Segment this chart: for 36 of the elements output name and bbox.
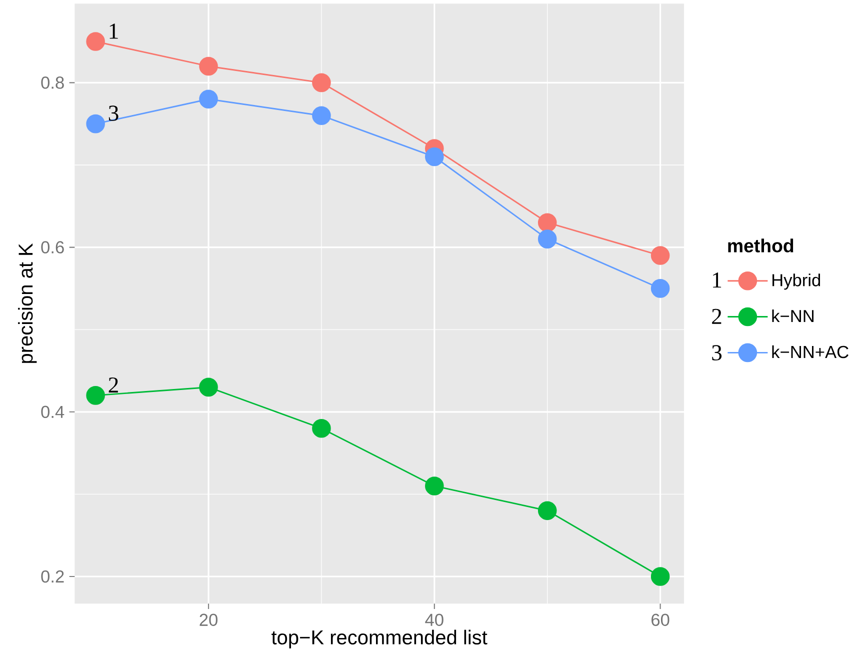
point <box>425 476 444 496</box>
text: 1 <box>713 272 722 288</box>
point <box>86 114 105 134</box>
annotation: 3 <box>108 106 118 121</box>
y-tick-label: 0.8 <box>41 76 64 89</box>
point <box>86 386 105 405</box>
annotation: 2 <box>108 377 118 392</box>
point <box>312 418 331 438</box>
text: 3 <box>712 345 722 360</box>
point <box>538 230 557 248</box>
x-tick-label: 40 <box>425 614 444 626</box>
point <box>425 147 444 166</box>
y-tick-label: 0.2 <box>41 570 64 583</box>
y-tick-label: 0.4 <box>41 406 64 418</box>
x-tick-label: 60 <box>652 614 670 626</box>
legend-label: Hybrid <box>772 274 820 290</box>
legend-label: k−NN <box>772 309 814 322</box>
point <box>650 279 670 298</box>
legend-title: method <box>728 238 794 252</box>
x-tick-label: 20 <box>200 614 218 626</box>
point <box>199 90 218 109</box>
point <box>312 106 331 125</box>
point <box>86 32 105 51</box>
legend-label: k−NN+AC <box>772 345 848 358</box>
point <box>650 246 670 265</box>
point <box>538 213 557 232</box>
point <box>650 567 670 586</box>
y-tick-label: 0.6 <box>41 241 64 254</box>
point <box>312 73 331 92</box>
x-axis-title: top−K recommended list <box>272 630 488 648</box>
text: 2 <box>712 308 722 324</box>
point <box>199 56 218 76</box>
annotation: 1 <box>110 24 118 39</box>
point <box>199 378 218 397</box>
y-axis-title: precision at K <box>18 243 37 363</box>
point <box>538 501 557 520</box>
